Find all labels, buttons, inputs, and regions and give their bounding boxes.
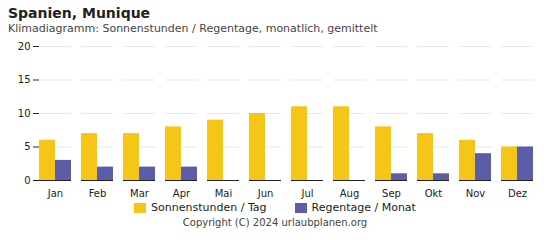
svg-text:5: 5 [24,141,30,152]
svg-text:Nov: Nov [466,188,486,199]
svg-text:Aug: Aug [340,188,360,199]
svg-text:Dez: Dez [508,188,527,199]
svg-text:Apr: Apr [173,188,191,199]
svg-text:15: 15 [18,74,31,85]
svg-text:Sep: Sep [382,188,401,199]
svg-text:Mar: Mar [130,188,150,199]
svg-text:Jul: Jul [300,188,313,199]
html-text:Spanien, Munique: Spanien, Munique [8,5,151,21]
html-text:Copyright (C) 2024 urlaubplane: Copyright (C) 2024 urlaubplanen.org [182,217,368,228]
html-text:Sonnenstunden / Tag: Sonnenstunden / Tag [151,201,267,214]
svg-text:10: 10 [18,108,31,119]
svg-text:Jan: Jan [47,188,63,199]
svg-text:Mai: Mai [215,188,233,199]
svg-text:Feb: Feb [89,188,107,199]
html-text:Regentage / Monat: Regentage / Monat [311,201,416,214]
svg-text:20: 20 [18,41,31,52]
html-text:Klimadiagramm: Sonnenstunden /: Klimadiagramm: Sonnenstunden / Regentage… [8,22,378,35]
svg-text:Jun: Jun [257,188,274,199]
svg-text:Okt: Okt [425,188,443,199]
svg-text:0: 0 [24,175,30,186]
